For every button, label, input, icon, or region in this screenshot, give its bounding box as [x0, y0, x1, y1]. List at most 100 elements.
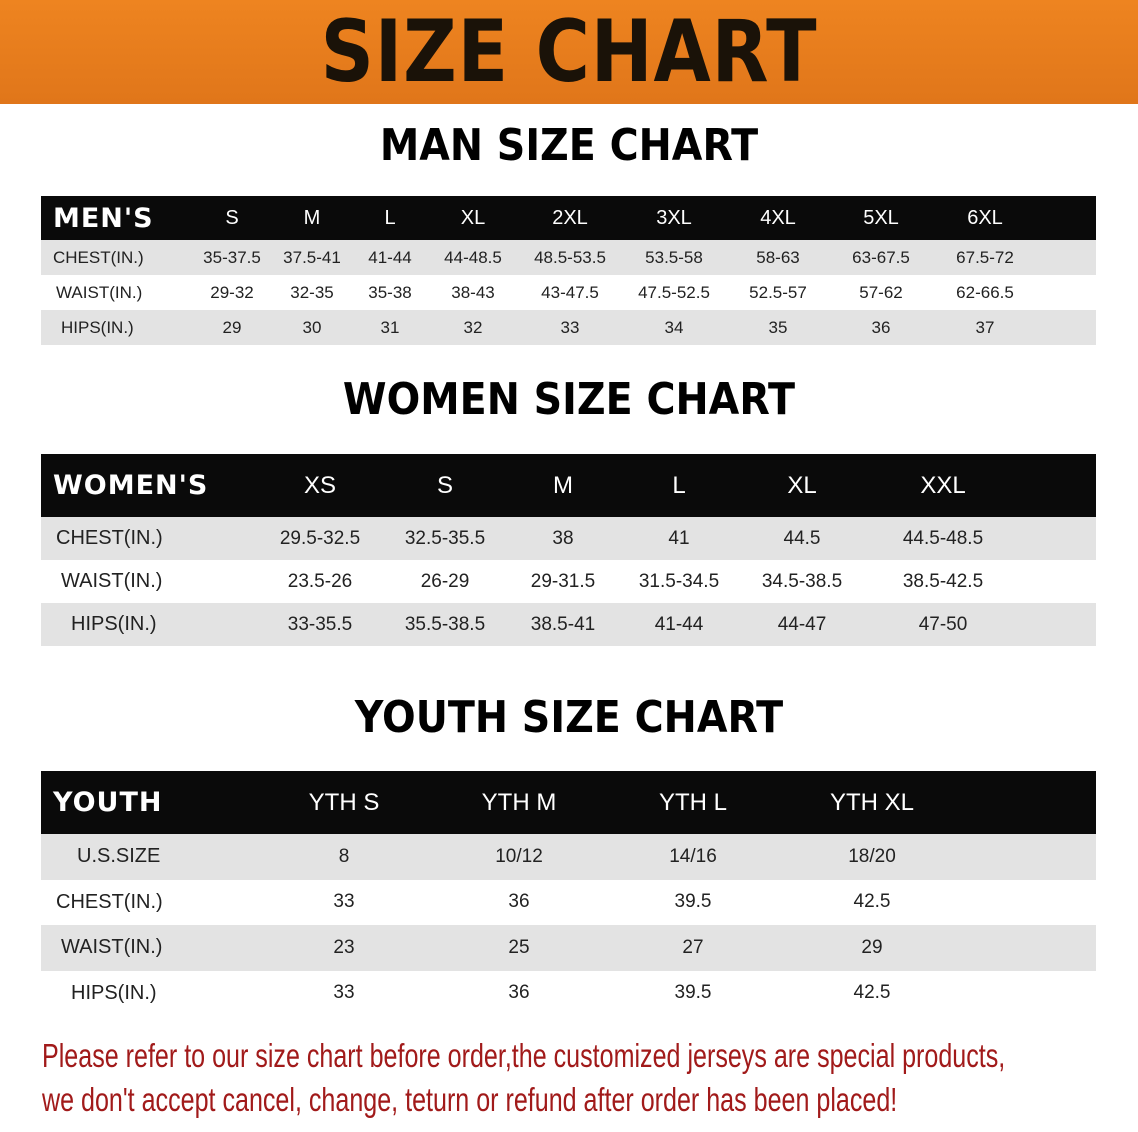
- table-cell: 42.5: [853, 891, 891, 913]
- table-row: CHEST(IN.) 35-37.5 37.5-41 41-44 44-48.5 48.5…: [41, 240, 1096, 275]
- banner: SIZE CHART: [0, 0, 1138, 104]
- table-cell: 63-67.5: [852, 247, 910, 267]
- size-column-header: M: [303, 206, 321, 229]
- table-header-row: YOUTH YTH S YTH M YTH L YTH XL: [41, 771, 1096, 834]
- table-row: U.S.SIZE 8 10/12 14/16 18/20: [41, 834, 1096, 880]
- size-column-header: S: [225, 206, 239, 229]
- row-label: HIPS(IN.): [61, 317, 134, 337]
- table-cell: 37.5-41: [283, 247, 341, 267]
- size-column-header: XL: [787, 471, 817, 499]
- table-row: CHEST(IN.) 29.5-32.5 32.5-35.5 38 41 44.5 44.5…: [41, 517, 1096, 560]
- notice-line-1: Please refer to our size chart before or…: [42, 1037, 1006, 1074]
- size-column-header: L: [384, 206, 396, 229]
- size-column-header: 2XL: [552, 206, 588, 229]
- table-cell: 44.5-48.5: [902, 527, 984, 549]
- row-label: WAIST(IN.): [61, 936, 163, 959]
- table-cell: 33-35.5: [287, 613, 353, 635]
- table-cell: 31: [380, 317, 400, 337]
- table-cell: 37: [975, 317, 995, 337]
- row-label: CHEST(IN.): [56, 527, 163, 549]
- table-cell: 23.5-26: [287, 570, 353, 592]
- table-row: WAIST(IN.) 29-32 32-35 35-38 38-43 43-47.5 47.…: [41, 275, 1096, 310]
- table-cell: 47.5-52.5: [638, 282, 710, 302]
- table-cell: 43-47.5: [541, 282, 599, 302]
- table-row: HIPS(IN.) 33-35.5 35.5-38.5 38.5-41 41-44 44-…: [41, 603, 1096, 646]
- table-cell: 14/16: [669, 845, 717, 867]
- table-cell: 38-43: [451, 282, 495, 302]
- table-cell: 27: [682, 936, 704, 958]
- header-label: YOUTH: [53, 787, 163, 818]
- table-cell: 38: [552, 527, 574, 549]
- women-title: WOMEN SIZE CHART: [342, 374, 796, 425]
- table-cell: 29-31.5: [530, 570, 596, 592]
- row-label: CHEST(IN.): [56, 890, 163, 913]
- table-cell: 39.5: [674, 982, 712, 1004]
- size-column-header: YTH M: [481, 788, 557, 816]
- banner-title: SIZE CHART: [320, 2, 818, 102]
- size-column-header: XXL: [920, 471, 966, 499]
- header-label: MEN'S: [53, 202, 154, 234]
- table-cell: 32: [463, 317, 483, 337]
- table-cell: 35-37.5: [203, 247, 261, 267]
- table-header-row: MEN'S S M L XL 2XL 3XL 4XL 5XL 6XL: [41, 196, 1096, 240]
- row-label: HIPS(IN.): [71, 981, 157, 1004]
- table-cell: 48.5-53.5: [534, 247, 606, 267]
- table-row: CHEST(IN.) 33 36 39.5 42.5: [41, 879, 1096, 925]
- table-cell: 67.5-72: [956, 247, 1014, 267]
- size-column-header: 5XL: [863, 206, 899, 229]
- row-label: WAIST(IN.): [56, 282, 143, 302]
- men-title: MAN SIZE CHART: [379, 120, 759, 171]
- size-column-header: S: [436, 471, 454, 499]
- table-cell: 35: [768, 317, 788, 337]
- row-label: U.S.SIZE: [77, 845, 161, 868]
- table-cell: 34.5-38.5: [761, 570, 843, 592]
- header-label: WOMEN'S: [53, 470, 209, 501]
- men-size-table: MEN'S S M L XL 2XL 3XL 4XL 5XL 6XL CHEST(IN.) 35-37…: [41, 196, 1096, 345]
- table-cell: 44-47: [777, 613, 827, 635]
- size-column-header: XS: [303, 471, 337, 499]
- youth-title: YOUTH SIZE CHART: [354, 692, 784, 743]
- table-cell: 38.5-42.5: [902, 570, 984, 592]
- table-cell: 8: [338, 845, 350, 867]
- table-cell: 36: [508, 891, 530, 913]
- table-cell: 29.5-32.5: [279, 527, 361, 549]
- table-cell: 36: [508, 982, 530, 1004]
- size-column-header: 6XL: [967, 206, 1003, 229]
- table-cell: 34: [664, 317, 684, 337]
- table-cell: 57-62: [859, 282, 903, 302]
- table-cell: 44.5: [783, 527, 821, 549]
- size-column-header: L: [672, 471, 686, 499]
- table-cell: 39.5: [674, 891, 712, 913]
- table-cell: 23: [333, 936, 355, 958]
- table-cell: 41: [668, 527, 690, 549]
- size-column-header: 4XL: [760, 206, 796, 229]
- size-column-header: YTH S: [308, 788, 380, 816]
- table-header-row: WOMEN'S XS S M L XL XXL: [41, 454, 1096, 517]
- table-cell: 29-32: [210, 282, 254, 302]
- size-column-header: XL: [460, 206, 486, 229]
- table-cell: 42.5: [853, 982, 891, 1004]
- table-cell: 62-66.5: [956, 282, 1014, 302]
- table-cell: 44-48.5: [444, 247, 502, 267]
- table-cell: 47-50: [918, 613, 968, 635]
- table-cell: 41-44: [654, 613, 704, 635]
- table-cell: 32.5-35.5: [404, 527, 486, 549]
- size-column-header: YTH L: [658, 788, 728, 816]
- table-cell: 31.5-34.5: [638, 570, 720, 592]
- table-cell: 26-29: [420, 570, 470, 592]
- table-row: WAIST(IN.) 23 25 27 29: [41, 925, 1096, 971]
- table-cell: 36: [871, 317, 891, 337]
- row-label: HIPS(IN.): [71, 613, 157, 635]
- table-cell: 29: [222, 317, 242, 337]
- table-cell: 52.5-57: [749, 282, 807, 302]
- table-cell: 32-35: [290, 282, 334, 302]
- notice-line-2: we don't accept cancel, change, teturn o…: [42, 1081, 898, 1118]
- table-cell: 33: [560, 317, 580, 337]
- table-cell: 58-63: [756, 247, 800, 267]
- table-cell: 35.5-38.5: [404, 613, 486, 635]
- table-cell: 30: [302, 317, 322, 337]
- table-cell: 10/12: [495, 845, 543, 867]
- table-cell: 33: [333, 982, 355, 1004]
- row-label: CHEST(IN.): [53, 247, 144, 267]
- table-cell: 18/20: [848, 845, 896, 867]
